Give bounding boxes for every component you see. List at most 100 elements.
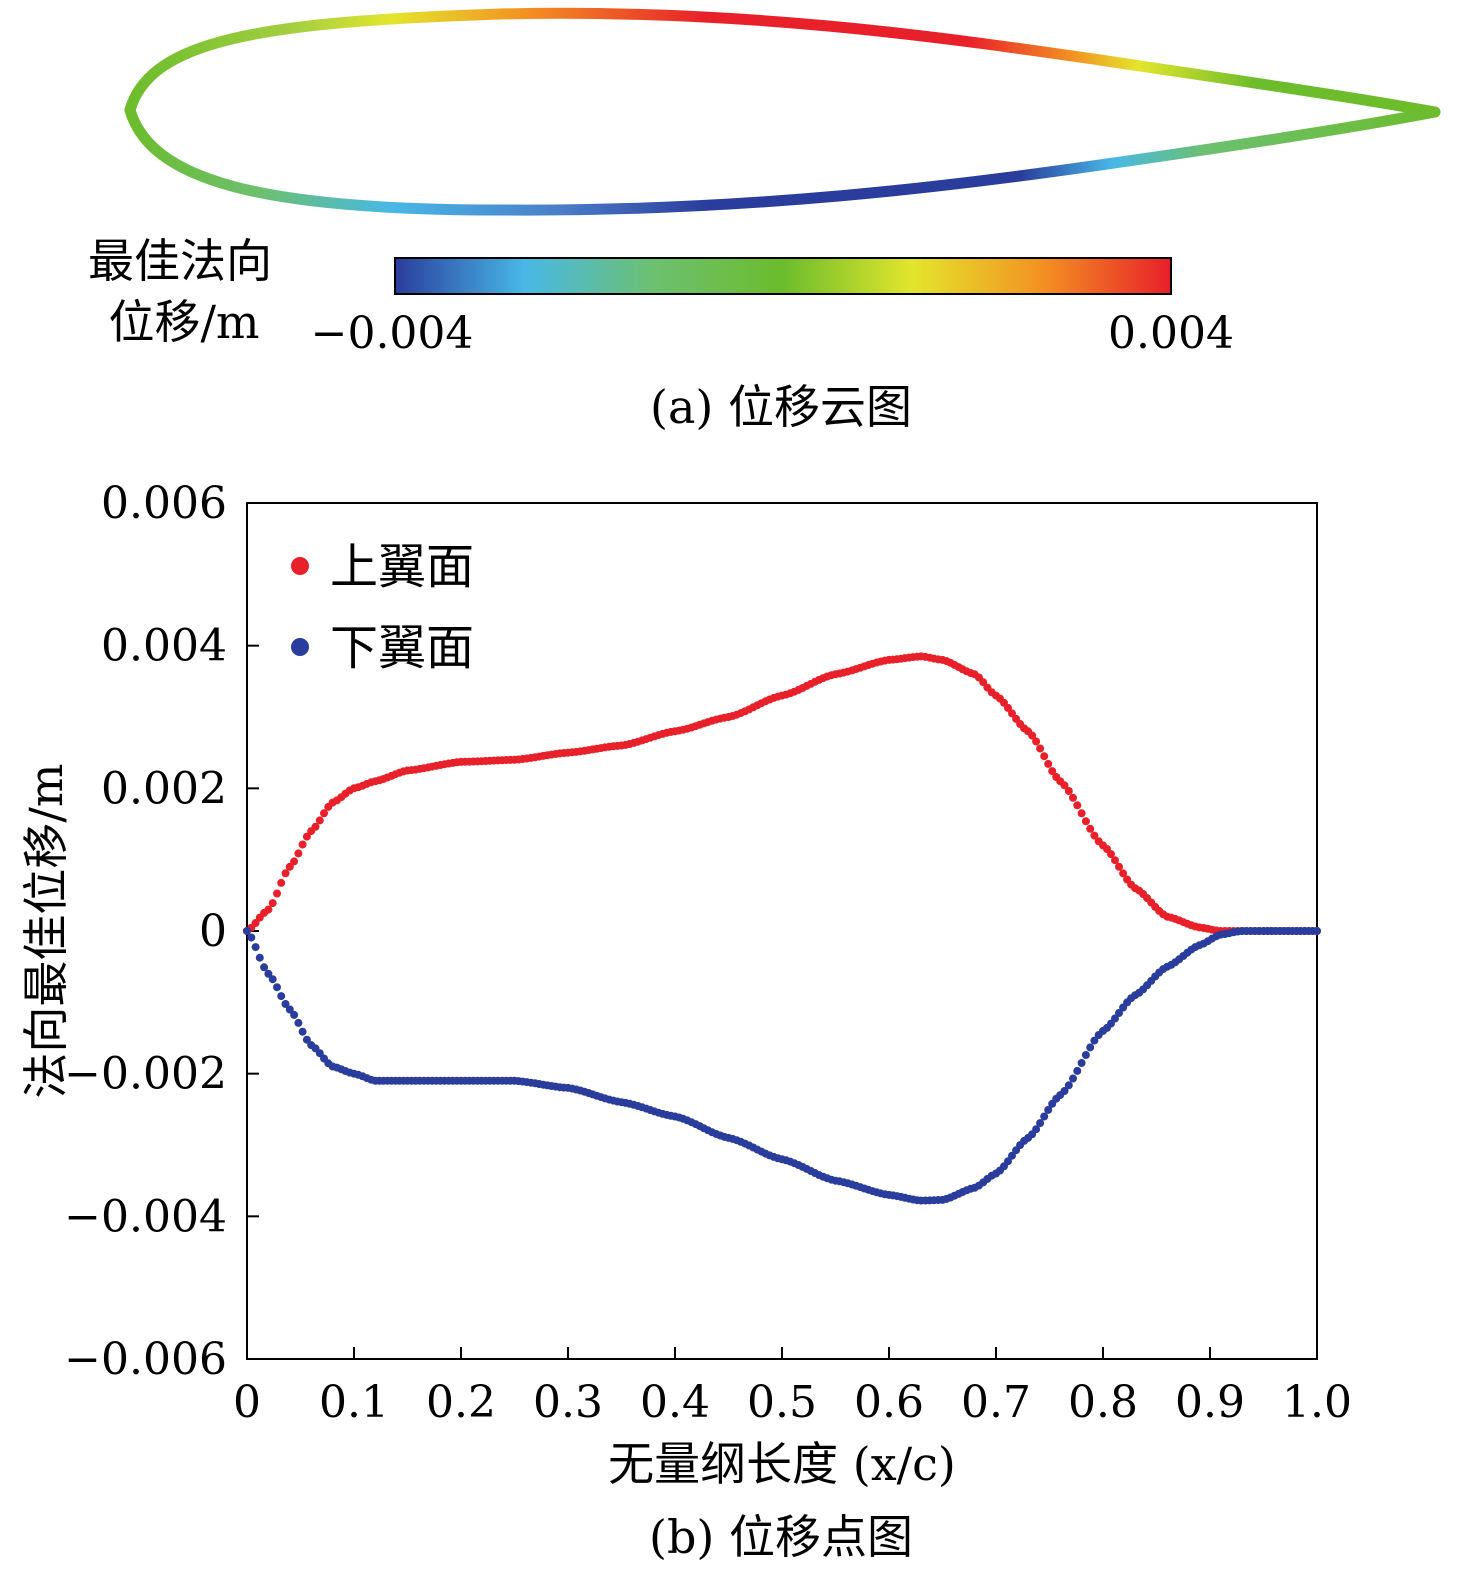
caption-b: (b) 位移点图	[649, 1510, 913, 1564]
data-point	[1040, 752, 1049, 761]
x-tick-label: 0.8	[1068, 1377, 1138, 1428]
data-point	[1077, 809, 1086, 818]
y-tick-label: −0.006	[64, 1334, 227, 1385]
colorbar-label-line1: 最佳法向	[88, 234, 272, 288]
data-point	[247, 933, 256, 942]
data-point	[268, 975, 277, 984]
x-axis-label: 无量纲长度 (x/c)	[608, 1437, 956, 1491]
data-point	[1081, 1051, 1090, 1059]
x-tick-label: 0.9	[1175, 1377, 1245, 1428]
colorbar-label-line2: 位移/m	[108, 295, 259, 349]
data-point	[243, 927, 251, 935]
data-point	[1036, 1119, 1045, 1128]
data-point	[294, 1018, 303, 1027]
legend-marker	[291, 557, 309, 575]
data-point	[1064, 787, 1073, 795]
x-tick-label: 0	[233, 1377, 261, 1428]
y-tick-label: 0.002	[101, 763, 227, 814]
x-tick-label: 0.7	[961, 1377, 1031, 1428]
data-point	[285, 862, 294, 871]
data-point	[320, 809, 328, 818]
data-point	[1004, 703, 1012, 712]
data-point	[1069, 793, 1077, 802]
x-tick-label: 0.6	[854, 1377, 924, 1428]
data-point	[1081, 817, 1090, 826]
data-point	[1073, 1066, 1082, 1075]
data-point	[1073, 801, 1082, 810]
data-point	[1060, 781, 1069, 790]
data-point	[277, 878, 286, 887]
data-point	[294, 849, 303, 858]
data-point	[1107, 850, 1115, 859]
data-point	[1028, 731, 1037, 740]
y-tick-label: 0.004	[101, 621, 227, 672]
colorbar	[394, 257, 1172, 295]
data-point	[1032, 737, 1041, 746]
data-point	[264, 969, 273, 978]
y-tick-label: −0.004	[64, 1191, 227, 1242]
data-point	[264, 905, 273, 914]
x-tick-label: 0.2	[426, 1377, 496, 1428]
colorbar-min-label: −0.004	[311, 308, 474, 359]
data-point	[1008, 709, 1016, 718]
data-point	[1044, 1105, 1053, 1114]
series-points	[243, 652, 1321, 1205]
data-point	[315, 816, 324, 825]
x-tick-label: 0.5	[747, 1377, 817, 1428]
data-point	[1313, 927, 1321, 935]
data-point	[1090, 831, 1099, 840]
data-point	[290, 857, 299, 866]
data-point	[268, 899, 277, 908]
data-point	[1086, 824, 1095, 833]
colorbar-max-label: 0.004	[1108, 308, 1234, 359]
x-tick-label: 0.4	[640, 1377, 710, 1428]
series-1	[243, 652, 1321, 935]
data-point	[251, 943, 260, 952]
x-axis: 0 0.1 0.2 0.3 0.4 0.5 0.6 0.7 0.8 0.9 1.0	[233, 1347, 1352, 1428]
caption-a: (a) 位移云图	[650, 380, 912, 434]
data-point	[273, 889, 281, 898]
data-point	[1032, 1125, 1041, 1134]
data-point	[260, 963, 269, 972]
data-point	[290, 1010, 299, 1019]
data-point	[1008, 1151, 1016, 1160]
data-point	[1040, 1112, 1049, 1121]
data-point	[298, 840, 307, 849]
data-point	[277, 992, 286, 1001]
data-point	[1086, 1043, 1095, 1052]
y-axis: −0.006 −0.004 −0.002 0 0.002 0.004 0.006	[64, 478, 259, 1385]
legend-marker	[291, 638, 309, 656]
y-tick-label: 0	[199, 906, 227, 957]
data-point	[285, 1005, 294, 1014]
data-point	[302, 832, 311, 841]
data-point	[1036, 744, 1045, 753]
x-tick-label: 1.0	[1282, 1377, 1352, 1428]
data-point	[1111, 1014, 1119, 1023]
airfoil-lower-surface	[124, 104, 1441, 216]
data-point	[251, 919, 260, 927]
y-tick-label: 0.006	[101, 478, 227, 529]
data-point	[1044, 759, 1053, 768]
data-point	[273, 983, 281, 992]
data-point	[1077, 1059, 1086, 1067]
data-point	[298, 1027, 307, 1036]
data-point	[1004, 1157, 1012, 1166]
x-tick-label: 0.3	[533, 1377, 603, 1428]
data-point	[302, 1035, 311, 1044]
data-point	[1115, 862, 1123, 871]
data-point	[255, 953, 264, 962]
data-point	[311, 822, 320, 831]
y-axis-label: 法向最佳位移/m	[19, 763, 73, 1098]
x-tick-label: 0.1	[319, 1377, 389, 1428]
airfoil-contour	[124, 7, 1441, 216]
data-point	[1090, 1036, 1099, 1045]
data-point	[1060, 1087, 1069, 1095]
data-point	[1119, 869, 1128, 878]
data-point	[281, 1000, 290, 1008]
airfoil-upper-surface	[124, 7, 1441, 118]
legend-label: 上翼面	[330, 539, 474, 595]
series-2	[243, 927, 1321, 1205]
data-point	[1064, 1081, 1073, 1090]
